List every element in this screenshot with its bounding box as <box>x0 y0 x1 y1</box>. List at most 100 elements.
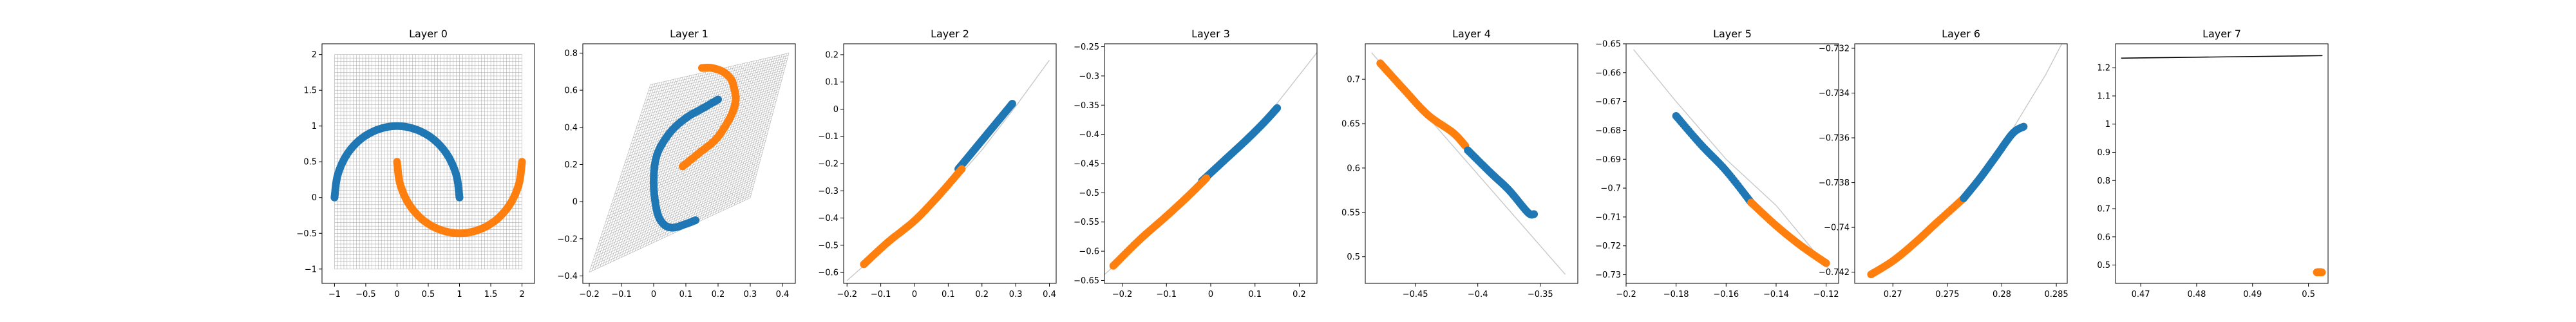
x-tick-label: −0.4 <box>1468 290 1488 299</box>
y-tick-label: −0.1 <box>818 132 838 142</box>
x-tick-label: 0.2 <box>1293 290 1306 299</box>
y-tick-label: 0.8 <box>2097 176 2110 186</box>
x-tick-label: 0.3 <box>744 290 757 299</box>
plot-area <box>1867 44 2063 279</box>
series-blue <box>1960 122 2028 202</box>
plot-area <box>846 59 1050 281</box>
x-tick-label: 0.285 <box>2044 290 2068 299</box>
x-tick-label: 0.1 <box>679 290 693 299</box>
y-tick-label: 0.7 <box>2097 205 2110 214</box>
y-tick-label: 0.6 <box>1347 164 1360 173</box>
x-tick-label: 0.1 <box>1248 290 1262 299</box>
y-tick-label: 0.5 <box>2097 261 2110 270</box>
x-tick-label: 0.28 <box>1993 290 2011 299</box>
data-point <box>2020 122 2028 131</box>
y-tick-label: 0.9 <box>2097 148 2110 158</box>
x-tick-label: 2 <box>519 290 524 299</box>
x-tick-label: 0.275 <box>1935 290 1959 299</box>
y-tick-label: 2 <box>312 50 317 60</box>
y-tick-label: −0.736 <box>1819 134 1850 144</box>
x-tick-label: 0.49 <box>2243 290 2262 299</box>
data-point <box>1530 210 1539 218</box>
y-tick-label: 1.5 <box>303 86 317 96</box>
x-tick-label: 0.47 <box>2132 290 2150 299</box>
series-blue <box>650 95 722 232</box>
series-orange <box>2313 268 2326 276</box>
series-orange <box>860 165 966 269</box>
series-blue <box>1464 146 1539 219</box>
y-tick-label: −0.7 <box>1600 184 1621 194</box>
panel-layer-0: −1 −0.5 0 0.5 1 1.5 2 −1 −0.5 0 0.5 1 1.5 2 Layer 0 <box>296 28 535 299</box>
series-blue <box>954 100 1016 173</box>
y-tick-label: −0.732 <box>1819 44 1850 53</box>
y-tick-label: −0.66 <box>1595 68 1621 78</box>
panel-title: Layer 5 <box>1713 28 1752 40</box>
data-point <box>2318 268 2326 276</box>
y-tick-label: −0.5 <box>818 241 838 251</box>
y-tick-label: 0.7 <box>1347 75 1360 85</box>
y-tick-label: −0.73 <box>1595 270 1621 280</box>
y-tick-label: 0.4 <box>564 123 578 133</box>
x-tick-label: 0.4 <box>776 290 790 299</box>
plot-area <box>330 54 526 270</box>
y-tick-label: −0.3 <box>1079 71 1099 81</box>
panel-title: Layer 7 <box>2202 28 2241 40</box>
plot-area <box>1104 52 1317 275</box>
y-tick-label: 0 <box>312 193 317 203</box>
y-tick-label: −0.45 <box>1074 160 1099 169</box>
data-point <box>455 193 464 202</box>
panel-title: Layer 4 <box>1452 28 1491 40</box>
x-tick-label: 0.5 <box>422 290 435 299</box>
panel-layer-2: −0.2 −0.1 0 0.1 0.2 0.3 0.4 −0.6 −0.5 −0.4 −0.3 −0.… <box>818 28 1057 299</box>
y-tick-label: −0.742 <box>1819 268 1850 278</box>
y-tick-label: −0.25 <box>1074 43 1099 52</box>
transform-curve <box>2121 55 2323 59</box>
y-tick-label: −0.2 <box>818 160 838 169</box>
y-tick-label: 0.2 <box>564 160 578 170</box>
x-tick-label: 0.48 <box>2187 290 2206 299</box>
y-tick-label: 0 <box>833 105 838 115</box>
y-tick-label: 0.2 <box>825 50 838 60</box>
data-point <box>1202 174 1211 182</box>
panel-layer-5: −0.2 −0.18 −0.16 −0.14 −0.12 −0.73 −0.72 −0.71 −… <box>1595 28 1839 299</box>
y-tick-label: −0.4 <box>818 214 838 223</box>
axes-frame <box>582 43 796 284</box>
x-tick-label: 0.27 <box>1884 290 1902 299</box>
x-tick-label: 1.5 <box>484 290 498 299</box>
x-tick-label: −0.1 <box>611 290 632 299</box>
y-tick-label: 0.55 <box>1341 208 1360 218</box>
data-point <box>692 216 699 224</box>
y-tick-label: −1 <box>305 265 317 274</box>
panel-title: Layer 1 <box>670 28 708 40</box>
x-tick-label: 0 <box>1208 290 1213 299</box>
y-tick-label: −0.55 <box>1074 218 1099 227</box>
series-orange <box>1867 194 1968 279</box>
y-tick-label: 0.6 <box>564 86 578 96</box>
x-tick-label: −0.14 <box>1763 290 1789 299</box>
x-tick-label: 1 <box>457 290 462 299</box>
x-tick-label: −0.18 <box>1663 290 1689 299</box>
y-tick-label: 0.6 <box>2097 232 2110 242</box>
x-tick-label: −0.2 <box>579 290 600 299</box>
axes-frame <box>1625 43 1839 284</box>
y-tick-label: −0.65 <box>1074 276 1099 286</box>
y-tick-label: −0.4 <box>1079 130 1099 140</box>
y-tick-label: −0.738 <box>1819 178 1850 188</box>
y-tick-label: 1.2 <box>2097 64 2110 73</box>
x-tick-label: −0.2 <box>1112 290 1133 299</box>
panel-layer-4: −0.45 −0.4 −0.35 0.5 0.55 0.6 0.65 0.7 Layer 4 <box>1341 28 1578 299</box>
axes-frame <box>1854 43 2068 284</box>
y-tick-label: −0.6 <box>818 269 838 278</box>
x-tick-label: −0.2 <box>1616 290 1636 299</box>
panel-layer-1: −0.2 −0.1 0 0.1 0.2 0.3 0.4−0.4−0.200.20.40.60… <box>557 28 796 299</box>
y-tick-label: −0.69 <box>1595 155 1621 165</box>
y-tick-label: −0.4 <box>557 272 578 281</box>
x-tick-label: −0.1 <box>871 290 891 299</box>
data-point <box>1273 104 1282 112</box>
x-tick-label: −0.12 <box>1814 290 1839 299</box>
panel-layer-6: 0.27 0.275 0.28 0.285 −0.742 −0.74 −0.738 −0.73… <box>1819 28 2069 299</box>
y-tick-label: 0.5 <box>303 158 317 167</box>
y-tick-label: 1.1 <box>2097 91 2110 101</box>
